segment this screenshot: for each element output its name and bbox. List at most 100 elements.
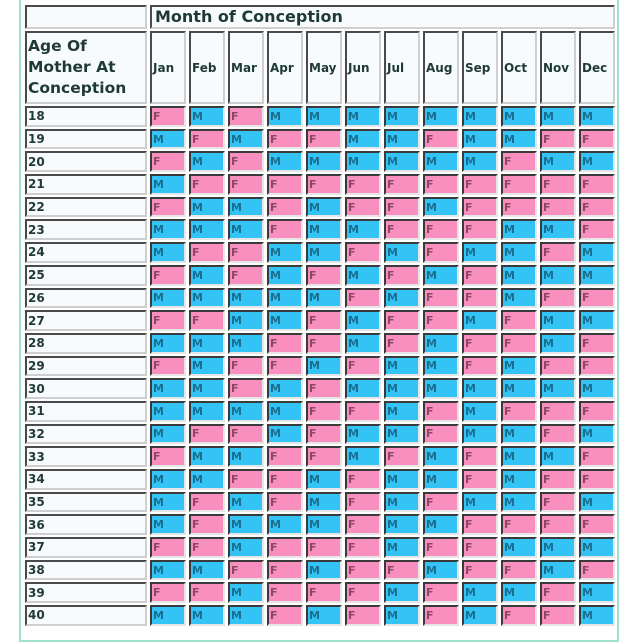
age-heading-line: Age Of [28, 37, 87, 55]
female-cell: F [462, 514, 498, 536]
month-header-jul: Jul [384, 31, 420, 104]
female-cell: F [501, 151, 537, 173]
male-cell: M [423, 446, 459, 467]
female-cell: F [579, 469, 615, 490]
female-cell: F [345, 559, 381, 581]
female-cell: F [228, 242, 264, 263]
male-cell: M [189, 196, 225, 218]
female-cell: F [345, 537, 381, 558]
female-cell: F [384, 332, 420, 354]
male-cell: M [306, 605, 342, 626]
female-cell: F [150, 537, 186, 558]
female-cell: F [384, 174, 420, 195]
age-label: 33 [25, 446, 147, 467]
male-cell: M [384, 378, 420, 399]
male-cell: M [501, 219, 537, 241]
male-cell: M [384, 128, 420, 150]
gender-prediction-table: Month of Conception Age Of Mother At Con… [22, 3, 618, 628]
age-label: 30 [25, 378, 147, 399]
table-row: 26 M M M M M F M F F M F F [25, 287, 615, 309]
month-header-oct: Oct [501, 31, 537, 104]
male-cell: M [540, 446, 576, 467]
female-cell: F [540, 514, 576, 536]
male-cell: M [189, 446, 225, 467]
male-cell: M [267, 514, 303, 536]
male-cell: M [423, 469, 459, 490]
month-of-conception-title: Month of Conception [150, 5, 615, 29]
male-cell: M [579, 582, 615, 604]
male-cell: M [228, 605, 264, 626]
table-row: 29 F M F F M F M M F M F F [25, 355, 615, 377]
male-cell: M [189, 264, 225, 286]
male-cell: M [228, 446, 264, 467]
male-cell: M [540, 219, 576, 241]
male-cell: M [501, 242, 537, 263]
month-header-nov: Nov [540, 31, 576, 104]
age-label: 18 [25, 106, 147, 127]
female-cell: F [423, 605, 459, 626]
male-cell: M [189, 355, 225, 377]
male-cell: M [579, 264, 615, 286]
female-cell: F [267, 537, 303, 558]
male-cell: M [384, 491, 420, 513]
month-header-jan: Jan [150, 31, 186, 104]
male-cell: M [501, 355, 537, 377]
male-cell: M [150, 332, 186, 354]
female-cell: F [540, 287, 576, 309]
male-cell: M [150, 605, 186, 626]
female-cell: F [579, 514, 615, 536]
female-cell: F [228, 423, 264, 445]
male-cell: M [150, 242, 186, 263]
month-header-jun: Jun [345, 31, 381, 104]
female-cell: F [540, 196, 576, 218]
grid-body: 18 F M F M M M M M M M M M 19 M F M F F M M F M M F F 20 F M F M M M M M M F… [25, 106, 615, 626]
female-cell: F [228, 264, 264, 286]
month-header-feb: Feb [189, 31, 225, 104]
male-cell: M [423, 332, 459, 354]
female-cell: F [150, 355, 186, 377]
male-cell: M [501, 446, 537, 467]
male-cell: M [189, 469, 225, 490]
male-cell: M [306, 242, 342, 263]
table-row: 23 M M M F M M F F F M M F [25, 219, 615, 241]
female-cell: F [189, 174, 225, 195]
female-cell: F [228, 174, 264, 195]
female-cell: F [462, 196, 498, 218]
male-cell: M [423, 264, 459, 286]
male-cell: M [384, 151, 420, 173]
female-cell: F [267, 355, 303, 377]
male-cell: M [345, 310, 381, 331]
table-row: 27 F F M M F M F F M F M M [25, 310, 615, 331]
male-cell: M [579, 605, 615, 626]
age-label: 25 [25, 264, 147, 286]
male-cell: M [462, 582, 498, 604]
female-cell: F [501, 332, 537, 354]
male-cell: M [150, 559, 186, 581]
female-cell: F [501, 605, 537, 626]
male-cell: M [501, 423, 537, 445]
female-cell: F [501, 174, 537, 195]
male-cell: M [150, 469, 186, 490]
table-row: 40 M M M F M F M F M F F M [25, 605, 615, 626]
age-label: 23 [25, 219, 147, 241]
table-row: 21 M F F F F F F F F F F F [25, 174, 615, 195]
female-cell: F [150, 264, 186, 286]
male-cell: M [306, 355, 342, 377]
age-heading-line: Mother At [28, 58, 116, 76]
age-label: 28 [25, 332, 147, 354]
female-cell: F [579, 446, 615, 467]
table-row: 33 F M M F F M F M F M M F [25, 446, 615, 467]
female-cell: F [462, 174, 498, 195]
male-cell: M [423, 151, 459, 173]
month-header-row: Age Of Mother At Conception Jan Feb Mar Apr… [25, 31, 615, 104]
male-cell: M [462, 242, 498, 263]
male-cell: M [306, 287, 342, 309]
male-cell: M [501, 128, 537, 150]
male-cell: M [228, 128, 264, 150]
female-cell: F [306, 128, 342, 150]
male-cell: M [228, 219, 264, 241]
male-cell: M [501, 582, 537, 604]
male-cell: M [306, 219, 342, 241]
female-cell: F [579, 400, 615, 422]
female-cell: F [540, 242, 576, 263]
